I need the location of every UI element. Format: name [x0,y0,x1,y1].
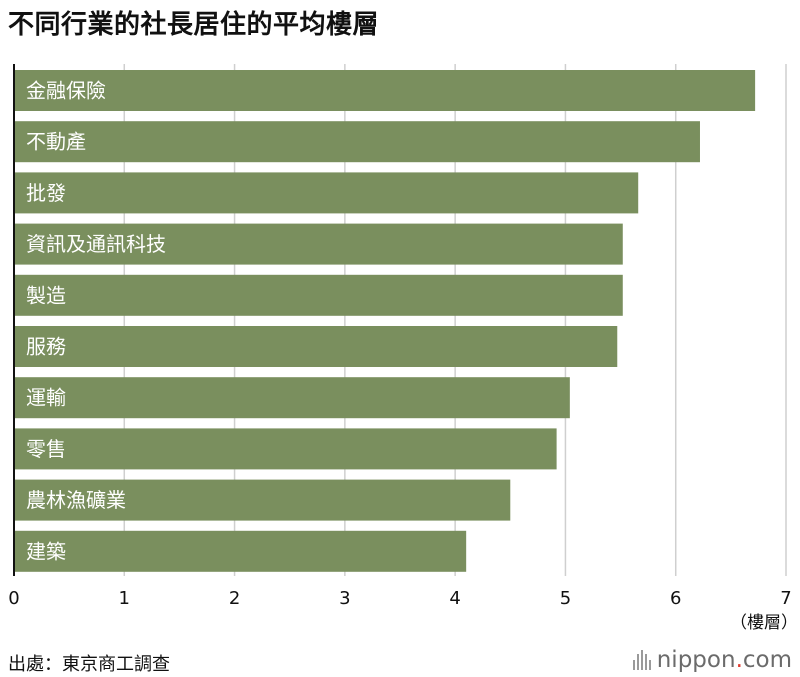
logo-mark-icon [632,650,651,670]
bar [14,274,623,316]
bar-label: 運輸 [26,386,66,410]
bar-label: 批發 [26,181,66,205]
bar [14,377,570,419]
bar-label: 不動產 [26,130,86,154]
chart-title: 不同行業的社長居住的平均樓層 [8,10,380,40]
bar-label: 製造 [26,283,66,307]
bar [14,479,511,521]
bar [14,223,623,265]
source-note: 出處：東京商工調查 [8,654,170,675]
x-tick-label: 3 [339,588,350,609]
bar [14,326,618,367]
bar-label: 零售 [26,437,66,461]
bar-label: 農林漁礦業 [26,488,126,512]
x-tick-label: 2 [229,588,240,609]
nippon-logo: nippon. com [632,647,792,673]
x-axis-unit: （樓層） [730,613,798,633]
bar [14,70,756,111]
bar [14,121,700,163]
logo-name: nippon [656,647,736,673]
x-tick-label: 5 [560,588,571,609]
bar [14,172,639,214]
x-tick-label: 1 [119,588,130,609]
x-tick-label: 7 [780,588,791,609]
bar-label: 服務 [26,335,66,359]
bar-label: 建築 [26,539,66,563]
bar [14,530,467,572]
bar-label: 金融保險 [26,79,106,103]
x-tick-label: 0 [8,588,19,609]
x-tick-label: 6 [670,588,681,609]
x-tick-label: 4 [449,588,460,609]
bars [14,70,756,572]
bar [14,428,557,470]
x-tick-labels: 0 1 2 3 4 5 6 7 [8,588,791,609]
logo-dot: . [735,647,743,673]
bar-label: 資訊及通訊科技 [26,232,166,256]
logo-tld: com [742,647,792,673]
